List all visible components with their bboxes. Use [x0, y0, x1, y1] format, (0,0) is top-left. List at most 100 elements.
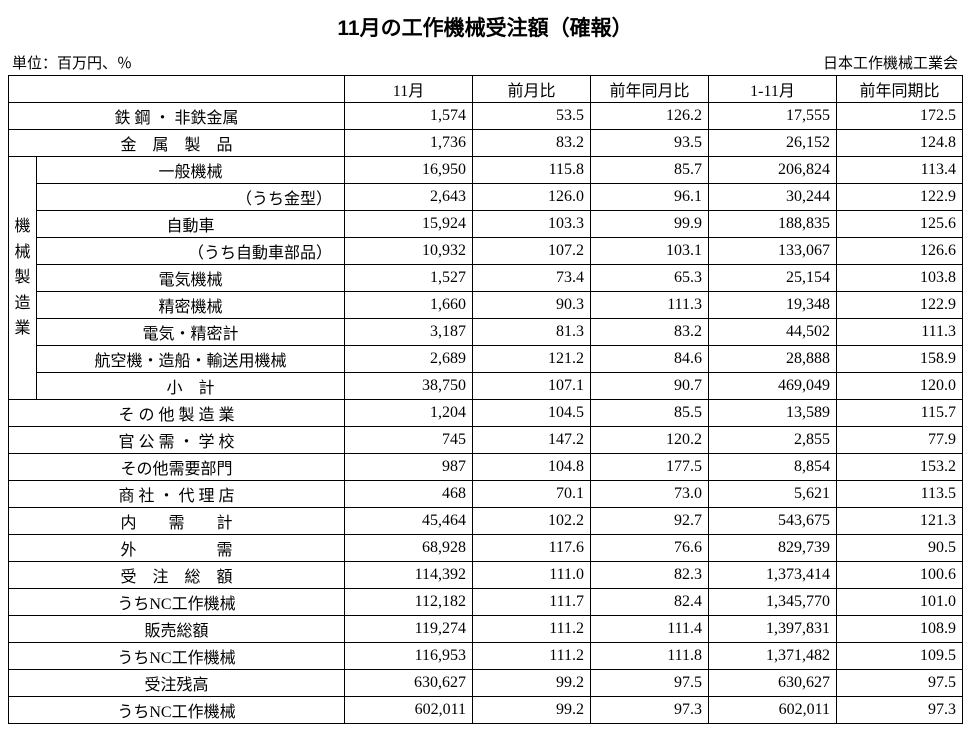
orders-table: 11月 前月比 前年同月比 1-11月 前年同期比 鉄 鋼 ・ 非鉄金属1,57…: [8, 75, 963, 724]
cell-value: 111.3: [591, 292, 709, 319]
table-row: うちNC工作機械602,01199.297.3602,01197.3: [9, 697, 963, 724]
table-row: 受 注 総 額114,392111.082.31,373,414100.6: [9, 562, 963, 589]
row-sublabel: （うち自動車部品）: [37, 238, 345, 265]
cell-value: 1,574: [345, 103, 473, 130]
row-label: 小 計: [37, 373, 345, 400]
cell-value: 122.9: [837, 292, 963, 319]
cell-value: 630,627: [709, 670, 837, 697]
cell-value: 469,049: [709, 373, 837, 400]
cell-value: 1,397,831: [709, 616, 837, 643]
cell-value: 111.8: [591, 643, 709, 670]
cell-value: 1,660: [345, 292, 473, 319]
cell-value: 102.2: [473, 508, 591, 535]
row-label: 受 注 総 額: [9, 562, 345, 589]
cell-value: 124.8: [837, 130, 963, 157]
cell-value: 114,392: [345, 562, 473, 589]
cell-value: 1,345,770: [709, 589, 837, 616]
cell-value: 1,371,482: [709, 643, 837, 670]
cell-value: 177.5: [591, 454, 709, 481]
cell-value: 97.3: [591, 697, 709, 724]
cell-value: 126.2: [591, 103, 709, 130]
cell-value: 111.4: [591, 616, 709, 643]
cell-value: 111.7: [473, 589, 591, 616]
cell-value: 147.2: [473, 427, 591, 454]
cell-value: 113.4: [837, 157, 963, 184]
row-label: うちNC工作機械: [9, 643, 345, 670]
cell-value: 112,182: [345, 589, 473, 616]
cell-value: 8,854: [709, 454, 837, 481]
cell-value: 121.3: [837, 508, 963, 535]
table-row: 航空機・造船・輸送用機械2,689121.284.628,888158.9: [9, 346, 963, 373]
cell-value: 2,643: [345, 184, 473, 211]
cell-value: 133,067: [709, 238, 837, 265]
cell-value: 126.0: [473, 184, 591, 211]
cell-value: 25,154: [709, 265, 837, 292]
row-label: 航空機・造船・輸送用機械: [37, 346, 345, 373]
table-row: 受注残高630,62799.297.5630,62797.5: [9, 670, 963, 697]
cell-value: 120.0: [837, 373, 963, 400]
cell-value: 73.0: [591, 481, 709, 508]
cell-value: 104.5: [473, 400, 591, 427]
cell-value: 126.6: [837, 238, 963, 265]
cell-value: 109.5: [837, 643, 963, 670]
cell-value: 121.2: [473, 346, 591, 373]
cell-value: 103.3: [473, 211, 591, 238]
table-row: 精密機械1,66090.3111.319,348122.9: [9, 292, 963, 319]
row-label: 販売総額: [9, 616, 345, 643]
page-title: 11月の工作機械受注額（確報）: [8, 12, 962, 42]
cell-value: 100.6: [837, 562, 963, 589]
cell-value: 206,824: [709, 157, 837, 184]
table-row: うちNC工作機械112,182111.782.41,345,770101.0: [9, 589, 963, 616]
cell-value: 17,555: [709, 103, 837, 130]
cell-value: 65.3: [591, 265, 709, 292]
row-label: 金 属 製 品: [9, 130, 345, 157]
cell-value: 745: [345, 427, 473, 454]
cell-value: 630,627: [345, 670, 473, 697]
cell-value: 90.7: [591, 373, 709, 400]
table-row: 機械製造業一般機械16,950115.885.7206,824113.4: [9, 157, 963, 184]
cell-value: 153.2: [837, 454, 963, 481]
table-row: その他需要部門987104.8177.58,854153.2: [9, 454, 963, 481]
cell-value: 172.5: [837, 103, 963, 130]
cell-value: 125.6: [837, 211, 963, 238]
cell-value: 13,589: [709, 400, 837, 427]
table-body: 鉄 鋼 ・ 非鉄金属1,57453.5126.217,555172.5金 属 製…: [9, 103, 963, 724]
cell-value: 68,928: [345, 535, 473, 562]
cell-value: 107.2: [473, 238, 591, 265]
cell-value: 602,011: [345, 697, 473, 724]
table-row: 外 需68,928117.676.6829,73990.5: [9, 535, 963, 562]
cell-value: 120.2: [591, 427, 709, 454]
row-label: 官 公 需 ・ 学 校: [9, 427, 345, 454]
row-label: 外 需: [9, 535, 345, 562]
cell-value: 1,373,414: [709, 562, 837, 589]
cell-value: 111.2: [473, 616, 591, 643]
cell-value: 30,244: [709, 184, 837, 211]
table-row: そ の 他 製 造 業1,204104.585.513,589115.7: [9, 400, 963, 427]
row-label: 精密機械: [37, 292, 345, 319]
cell-value: 116,953: [345, 643, 473, 670]
cell-value: 19,348: [709, 292, 837, 319]
table-row: 商 社 ・ 代 理 店46870.173.05,621113.5: [9, 481, 963, 508]
cell-value: 82.4: [591, 589, 709, 616]
table-row: 鉄 鋼 ・ 非鉄金属1,57453.5126.217,555172.5: [9, 103, 963, 130]
cell-value: 84.6: [591, 346, 709, 373]
row-label: 電気・精密計: [37, 319, 345, 346]
cell-value: 99.2: [473, 697, 591, 724]
table-row: 自動車15,924103.399.9188,835125.6: [9, 211, 963, 238]
cell-value: 543,675: [709, 508, 837, 535]
cell-value: 10,932: [345, 238, 473, 265]
row-label: 商 社 ・ 代 理 店: [9, 481, 345, 508]
cell-value: 122.9: [837, 184, 963, 211]
cell-value: 2,689: [345, 346, 473, 373]
cell-value: 987: [345, 454, 473, 481]
cell-value: 119,274: [345, 616, 473, 643]
cell-value: 99.2: [473, 670, 591, 697]
row-label: 電気機械: [37, 265, 345, 292]
cell-value: 1,527: [345, 265, 473, 292]
cell-value: 117.6: [473, 535, 591, 562]
col-header: 前年同期比: [837, 76, 963, 103]
unit-label: 単位：百万円、％: [12, 52, 132, 73]
cell-value: 97.3: [837, 697, 963, 724]
cell-value: 113.5: [837, 481, 963, 508]
table-row: （うち自動車部品）10,932107.2103.1133,067126.6: [9, 238, 963, 265]
